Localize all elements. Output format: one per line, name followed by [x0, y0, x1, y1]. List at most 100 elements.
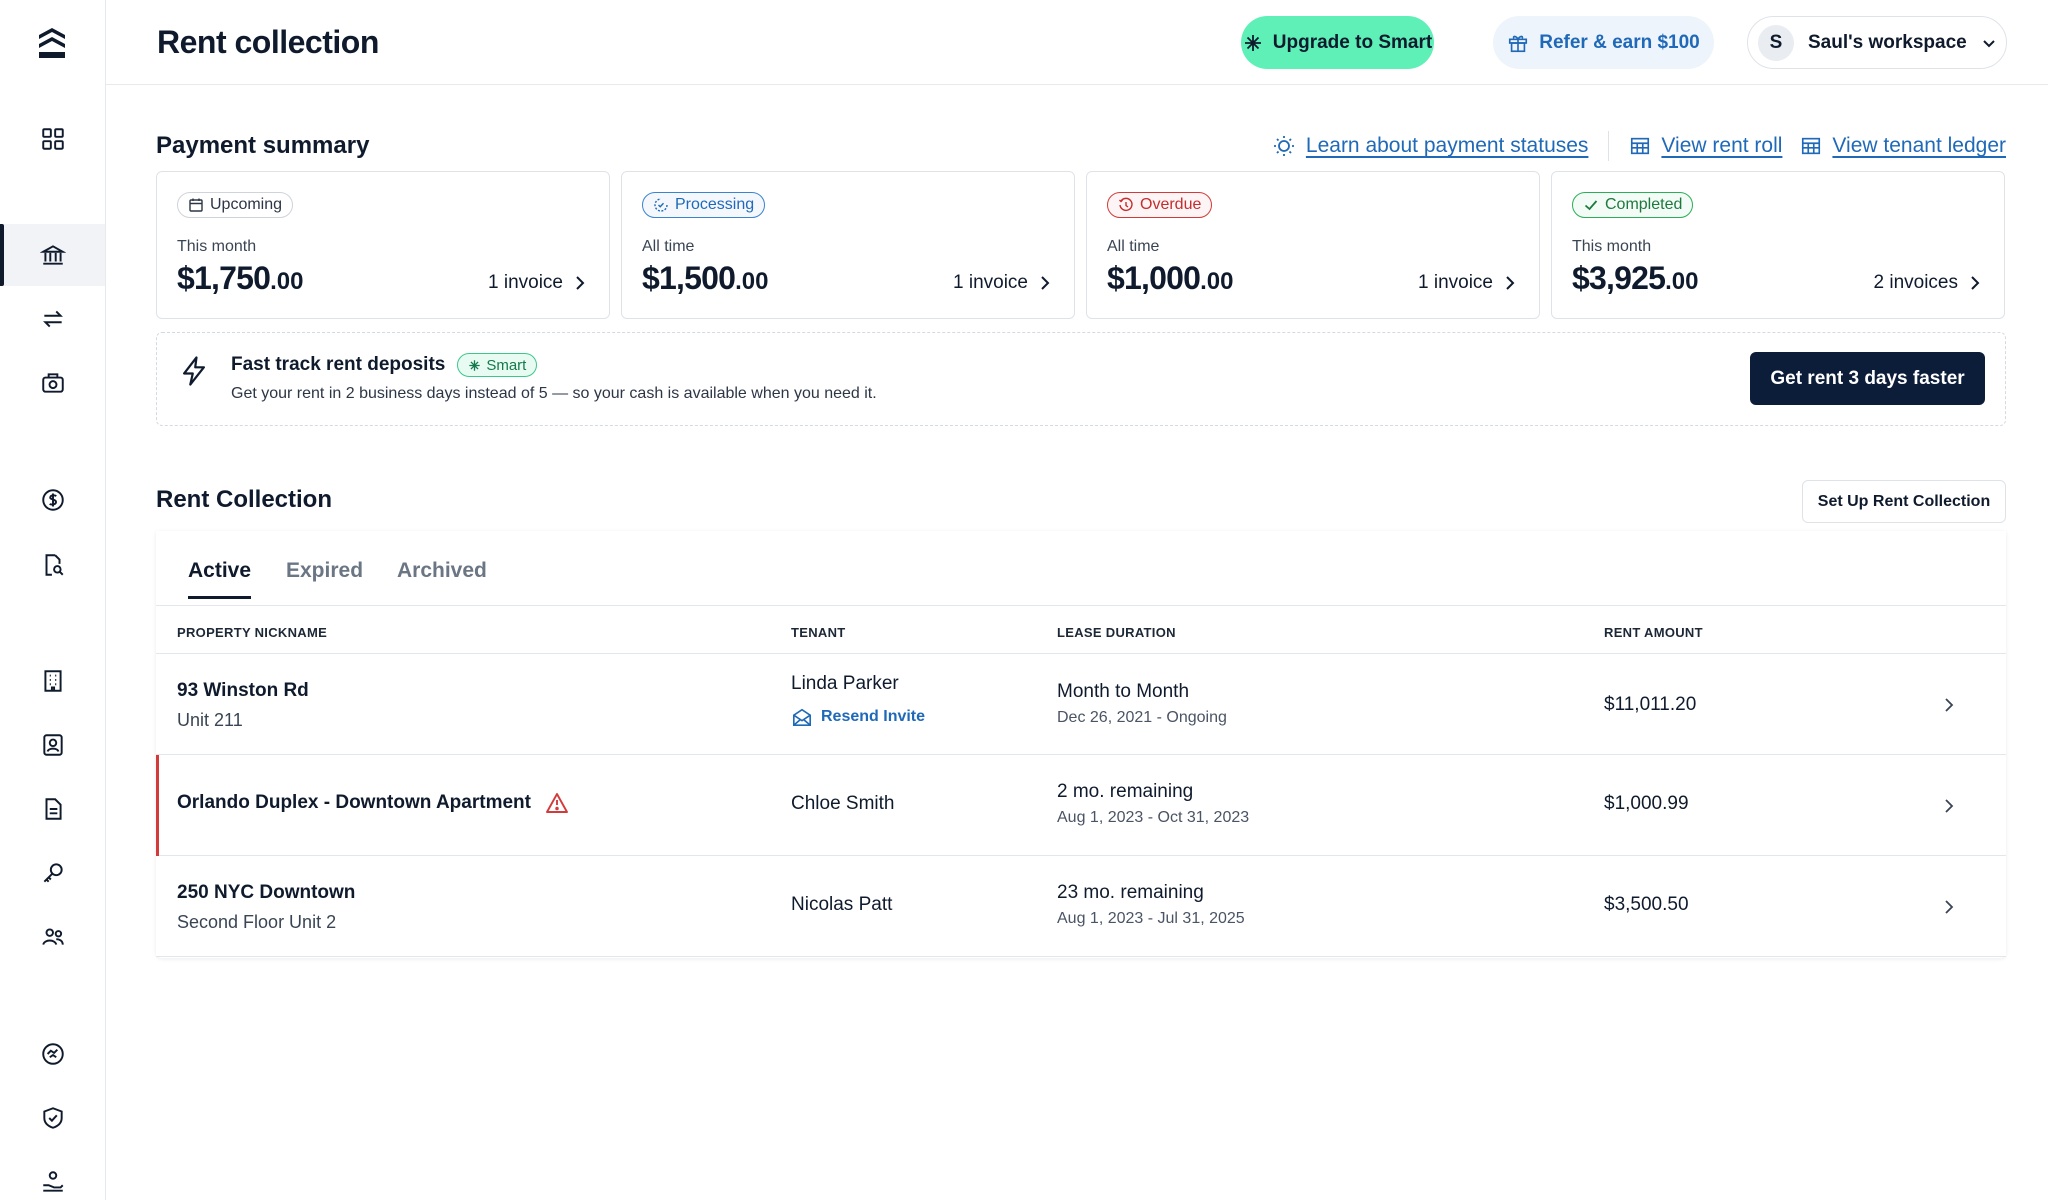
sidebar-item-dashboard[interactable]: [0, 108, 105, 170]
chevron-right-icon: [1041, 276, 1050, 290]
chevron-right-icon[interactable]: [1942, 797, 1956, 815]
status-badge-upcoming: Upcoming: [177, 192, 294, 218]
table-row[interactable]: Orlando Duplex - Downtown Apartment Chlo…: [156, 755, 2006, 856]
promo-title: Fast track rent deposits Smart: [231, 353, 538, 377]
sidebar-item-loans[interactable]: [0, 1151, 105, 1200]
column-header-lease[interactable]: LEASE DURATION: [1057, 625, 1176, 640]
invoice-count-link[interactable]: 1 invoice: [1418, 272, 1515, 294]
building-icon: [43, 670, 62, 692]
sidebar-item-rent-collection[interactable]: [0, 224, 105, 286]
status-badge-overdue: Overdue: [1107, 192, 1213, 218]
sidebar-item-insurance[interactable]: [0, 1087, 105, 1149]
rent-tabs: Active Expired Archived: [156, 531, 2006, 606]
contact-card-icon: [42, 734, 63, 756]
table-icon: [1631, 137, 1650, 155]
upgrade-button[interactable]: Upgrade to Smart: [1241, 16, 1434, 69]
learn-statuses-link[interactable]: Learn about payment statuses: [1272, 134, 1589, 158]
column-header-tenant[interactable]: TENANT: [791, 625, 846, 640]
bank-icon: [39, 245, 66, 265]
top-header: Rent collection Upgrade to Smart Refer &…: [106, 0, 2048, 85]
handshake-icon: [41, 1043, 64, 1065]
tab-archived[interactable]: Archived: [397, 559, 487, 582]
workspace-switcher[interactable]: S Saul's workspace: [1747, 16, 2007, 69]
promo-description: Get your rent in 2 business days instead…: [231, 385, 877, 402]
smart-badge: Smart: [457, 353, 538, 377]
amount-cents: .00: [270, 268, 304, 295]
chevron-right-icon[interactable]: [1942, 898, 1956, 916]
card-period: All time: [1107, 238, 1160, 255]
status-label: Upcoming: [210, 196, 283, 213]
tenant-name: Linda Parker: [791, 673, 899, 694]
link-divider: [1608, 131, 1610, 161]
sidebar-item-transfers[interactable]: [0, 288, 105, 350]
envelope-icon: [793, 708, 811, 726]
property-name: 250 NYC Downtown: [177, 882, 355, 904]
table-row[interactable]: 250 NYC Downtown Second Floor Unit 2 Nic…: [156, 856, 2006, 957]
view-rent-roll-link[interactable]: View rent roll: [1629, 134, 1782, 158]
sidebar-item-keys[interactable]: [0, 842, 105, 904]
tab-expired[interactable]: Expired: [286, 559, 364, 582]
rent-amount: $3,500.50: [1604, 894, 1689, 915]
property-unit: Unit 211: [177, 710, 243, 730]
chevron-right-icon: [576, 276, 585, 290]
sidebar-item-leases[interactable]: [0, 778, 105, 840]
hand-coin-icon: [42, 1171, 63, 1192]
chevron-right-icon: [1506, 276, 1515, 290]
setup-rent-collection-button[interactable]: Set Up Rent Collection: [1802, 480, 2006, 523]
sidebar-item-payments[interactable]: [0, 469, 105, 531]
calendar-icon: [189, 198, 203, 212]
amount-dollars: $1,750: [177, 260, 271, 296]
document-search-icon: [45, 554, 63, 576]
sparkle-icon: [1244, 34, 1261, 51]
smart-badge-label: Smart: [486, 356, 527, 374]
document-icon: [45, 798, 62, 820]
sidebar-item-media[interactable]: [0, 352, 105, 414]
column-header-property[interactable]: PROPERTY NICKNAME: [177, 625, 328, 640]
status-label: Processing: [675, 196, 755, 213]
invoice-count-link[interactable]: 1 invoice: [488, 272, 585, 294]
view-tenant-ledger-link[interactable]: View tenant ledger: [1800, 134, 2006, 158]
property-unit: Second Floor Unit 2: [177, 912, 337, 932]
amount-cents: .00: [735, 268, 769, 295]
resend-invite-link[interactable]: Resend Invite: [791, 707, 925, 727]
card-amount: $3,925.00: [1572, 260, 1698, 297]
amount-cents: .00: [1665, 268, 1699, 295]
gift-icon: [1509, 35, 1528, 52]
upgrade-label: Upgrade to Smart: [1272, 31, 1433, 53]
invoice-count: 1 invoice: [488, 272, 563, 293]
sidebar-item-tenants[interactable]: [0, 714, 105, 776]
transfer-icon: [42, 310, 63, 328]
lightbulb-icon: [1273, 136, 1294, 156]
sidebar-item-team[interactable]: [0, 906, 105, 968]
invoice-count: 2 invoices: [1873, 272, 1959, 293]
view-tenant-ledger-label: View tenant ledger: [1832, 134, 2006, 157]
people-icon: [41, 928, 64, 945]
warning-icon: [546, 793, 568, 813]
logo-icon[interactable]: [36, 26, 68, 60]
invoice-count-link[interactable]: 2 invoices: [1874, 272, 1981, 294]
lease-duration: Month to Month: [1057, 681, 1190, 702]
get-rent-faster-button[interactable]: Get rent 3 days faster: [1750, 352, 1985, 405]
refer-button[interactable]: Refer & earn $100: [1493, 16, 1714, 69]
sidebar-item-partners[interactable]: [0, 1023, 105, 1085]
summary-card-overdue: Overdue All time $1,000.00 1 invoice: [1086, 171, 1540, 319]
avatar: S: [1758, 24, 1794, 61]
card-amount: $1,000.00: [1107, 260, 1233, 297]
learn-statuses-label: Learn about payment statuses: [1305, 134, 1589, 157]
property-name-text: Orlando Duplex - Downtown Apartment: [177, 792, 531, 813]
summary-links: Learn about payment statuses View rent r…: [1272, 131, 2006, 161]
key-icon: [43, 863, 63, 883]
chevron-right-icon: [1971, 276, 1980, 290]
sidebar-item-screening[interactable]: [0, 534, 105, 596]
column-header-rent[interactable]: RENT AMOUNT: [1604, 625, 1703, 640]
dashboard-icon: [41, 128, 64, 150]
tab-active[interactable]: Active: [188, 559, 252, 599]
promo-title-text: Fast track rent deposits: [231, 354, 446, 375]
invoice-count-link[interactable]: 1 invoice: [953, 272, 1050, 294]
sidebar-item-properties[interactable]: [0, 650, 105, 712]
table-icon: [1802, 137, 1821, 155]
chevron-right-icon[interactable]: [1942, 696, 1956, 714]
table-header: PROPERTY NICKNAME TENANT LEASE DURATION …: [156, 606, 2006, 654]
table-row[interactable]: 93 Winston Rd Unit 211 Linda Parker Rese…: [156, 654, 2006, 755]
tenant-name: Nicolas Patt: [791, 894, 893, 915]
